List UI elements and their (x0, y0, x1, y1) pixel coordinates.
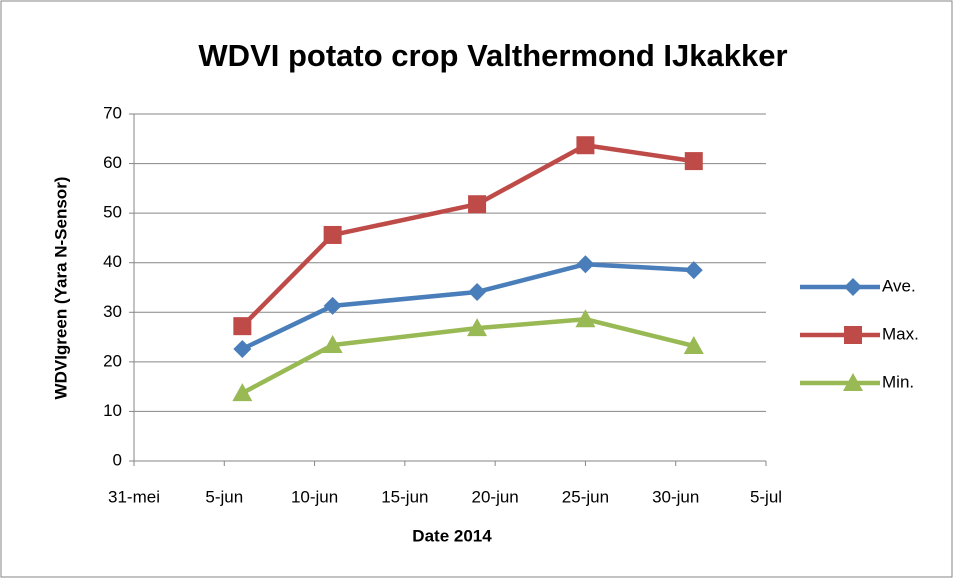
y-tick-label: 40 (103, 252, 122, 271)
marker (843, 373, 863, 391)
marker (684, 261, 703, 280)
x-axis-title: Date 2014 (412, 526, 492, 545)
legend-label: Min. (882, 372, 914, 391)
legend-label: Max. (882, 324, 919, 343)
legend-label: Ave. (882, 276, 916, 295)
x-tick-label: 5-jun (205, 487, 243, 506)
y-tick-label: 50 (103, 203, 122, 222)
marker (323, 296, 342, 315)
marker (468, 195, 487, 214)
marker (468, 282, 487, 301)
y-axis-title: WDVIgreen (Yara N-Sensor) (51, 177, 70, 400)
marker (576, 136, 595, 155)
marker (233, 317, 252, 336)
y-tick-label: 10 (103, 401, 122, 420)
marker (323, 225, 342, 244)
x-tick-label: 15-jun (381, 487, 428, 506)
x-tick-label: 10-jun (291, 487, 338, 506)
marker (576, 255, 595, 274)
x-tick-label: 5-jul (750, 487, 782, 506)
chart-title: WDVI potato crop Valthermond IJkakker (198, 38, 787, 73)
y-tick-label: 60 (103, 153, 122, 172)
y-tick-label: 0 (113, 450, 122, 469)
marker (684, 152, 703, 171)
marker (233, 339, 252, 358)
marker (683, 335, 704, 354)
x-tick-label: 30-jun (652, 487, 699, 506)
marker (467, 318, 488, 337)
x-tick-label: 25-jun (562, 487, 609, 506)
x-tick-label: 31-mei (108, 487, 160, 506)
x-tick-label: 20-jun (472, 487, 519, 506)
y-tick-label: 20 (103, 351, 122, 370)
marker (322, 335, 343, 354)
marker (232, 383, 253, 402)
marker (844, 326, 862, 344)
y-tick-label: 30 (103, 302, 122, 321)
y-tick-label: 70 (103, 103, 122, 122)
marker (575, 309, 596, 328)
marker (844, 278, 862, 296)
